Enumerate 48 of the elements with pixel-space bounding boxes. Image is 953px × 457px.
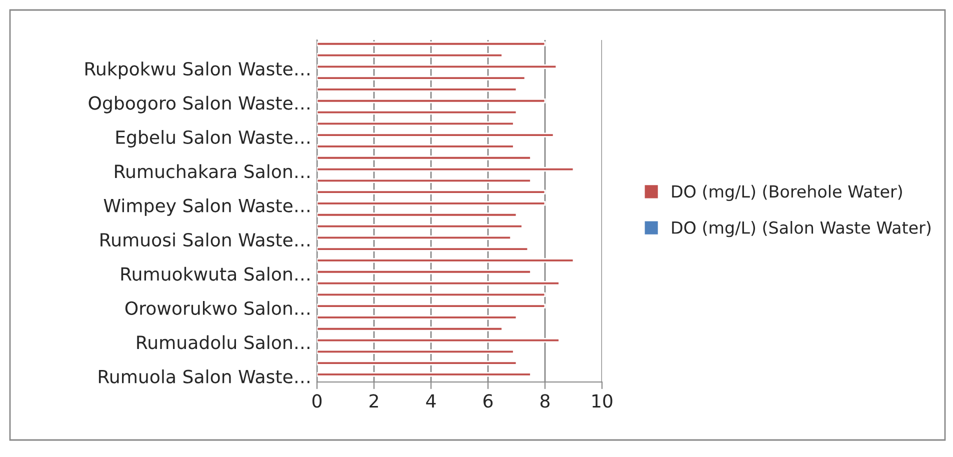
x-tick-label: 8 [540, 394, 550, 408]
bar [317, 178, 532, 184]
legend-label: DO (mg/L) (Borehole Water) [672, 184, 902, 201]
bar [317, 76, 526, 80]
y-tick-label: Oroworukwo Salon… [125, 301, 310, 316]
x-tick-label: 0 [312, 394, 322, 408]
bar [317, 360, 518, 366]
bar [317, 292, 546, 298]
bar [317, 42, 546, 46]
bar [317, 224, 523, 229]
bar [317, 338, 560, 343]
y-tick-label: Egbelu Salon Waste… [116, 130, 310, 148]
y-tick-label: Rumuadolu Salon… [137, 335, 310, 350]
bar [317, 349, 514, 354]
bar [317, 246, 529, 252]
bar [317, 110, 518, 115]
y-tick-label: Rukpokwu Salon Waste… [85, 62, 310, 80]
bar [317, 87, 518, 92]
bar [317, 372, 532, 377]
bar [317, 190, 546, 194]
bar [317, 132, 554, 138]
bar [317, 270, 532, 274]
legend-label: DO (mg/L) (Salon Waste Water) [672, 221, 930, 238]
bar [317, 258, 574, 263]
bar [317, 121, 514, 126]
y-tick-label: Rumuchakara Salon… [115, 164, 310, 178]
y-tick-label: Rumuokwuta Salon… [121, 266, 310, 281]
bar [317, 144, 514, 149]
y-tick-label: Ogbogoro Salon Waste… [88, 96, 310, 114]
y-tick-label: Wimpey Salon Waste… [104, 198, 310, 216]
bar [317, 326, 503, 332]
bar [317, 304, 546, 308]
x-tick-label: 10 [592, 394, 612, 408]
bar [317, 201, 546, 206]
bar [317, 315, 518, 320]
x-tick-label: 4 [426, 394, 436, 408]
x-tick-label: 2 [370, 394, 378, 408]
bar [317, 156, 532, 160]
y-tick-label: Rumuosi Salon Waste… [100, 232, 310, 247]
bar [317, 52, 503, 58]
bar [317, 212, 518, 218]
y-tick-label: Rumuola Salon Waste… [98, 369, 310, 384]
bar [317, 280, 560, 286]
x-tick-label: 6 [484, 394, 493, 408]
bar [317, 166, 574, 172]
bar [317, 235, 512, 240]
bar [317, 98, 546, 104]
bar [317, 64, 558, 70]
